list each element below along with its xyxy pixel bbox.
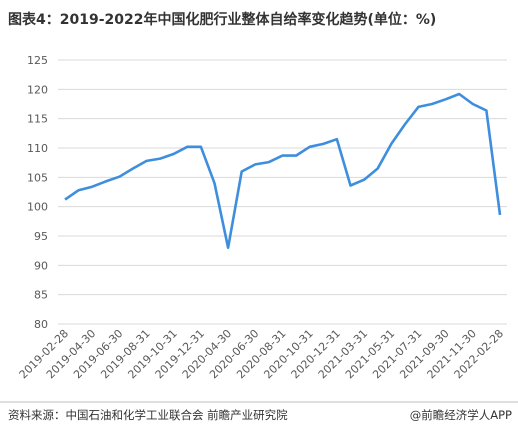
- y-tick-label: 120: [27, 83, 48, 96]
- data-line: [64, 92, 502, 249]
- y-tick-label: 95: [34, 230, 48, 243]
- y-tick-label: 100: [27, 201, 48, 214]
- chart-title: 图表4：2019-2022年中国化肥行业整体自给率变化趋势(单位：%): [8, 11, 436, 28]
- y-tick-label: 80: [34, 318, 48, 331]
- y-tick-label: 105: [27, 171, 48, 184]
- y-tick-label: 85: [34, 289, 48, 302]
- source: 资料来源：中国石油和化学工业联合会 前瞻产业研究院: [8, 408, 288, 422]
- y-tick-label: 90: [34, 259, 48, 272]
- credit: @前瞻经济学人APP: [410, 408, 512, 422]
- y-tick-label: 115: [27, 113, 48, 126]
- y-tick-label: 110: [27, 142, 48, 155]
- y-tick-label: 125: [27, 54, 48, 67]
